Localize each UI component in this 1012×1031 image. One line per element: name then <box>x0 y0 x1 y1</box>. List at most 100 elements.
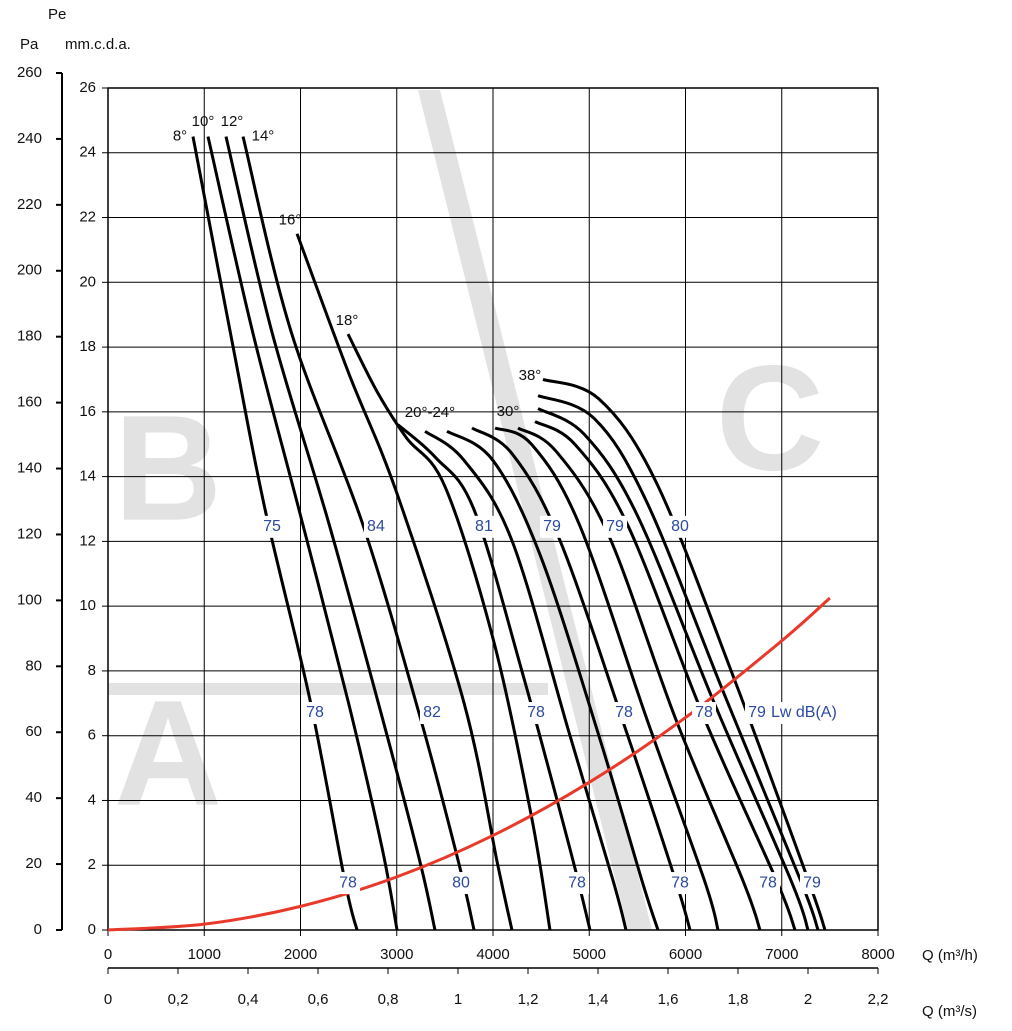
y-label: mm.c.d.a. <box>65 36 131 53</box>
angle-label: 12° <box>221 113 244 130</box>
sound-label: 75 <box>263 518 281 535</box>
x2-tick-label: 1,8 <box>728 991 749 1008</box>
y-title: Pe <box>48 6 66 23</box>
label-bg <box>755 872 780 895</box>
y2-tick-label: 200 <box>17 262 42 279</box>
curve <box>494 426 720 931</box>
sound-label: 78 <box>527 704 545 721</box>
x-label: Q (m³/h) <box>922 947 978 964</box>
label-bg <box>767 702 848 725</box>
curve <box>397 423 592 931</box>
x-tick-label: 3000 <box>380 946 413 963</box>
angle-label: 16° <box>279 212 302 229</box>
sound-label: 79 <box>748 704 766 721</box>
x2-tick-label: 0 <box>104 991 112 1008</box>
y-tick-label: 10 <box>79 597 96 614</box>
y-tick-label: 4 <box>88 791 96 808</box>
label-bg <box>524 702 549 725</box>
angle-label: 30° <box>497 403 520 420</box>
sound-label: 78 <box>759 874 777 891</box>
curve <box>107 596 831 932</box>
y-tick-label: 24 <box>79 144 96 161</box>
sound-label: 80 <box>452 874 470 891</box>
y-tick-label: 2 <box>88 856 96 873</box>
sound-label: 80 <box>671 518 689 535</box>
label-bg <box>260 515 285 538</box>
angle-label: 10° <box>192 113 215 130</box>
label-bg <box>419 702 444 725</box>
label-bg <box>668 515 693 538</box>
label-bg <box>611 702 636 725</box>
y-tick-label: 14 <box>79 468 96 485</box>
y2-tick-label: 100 <box>17 591 42 608</box>
sound-label: 78 <box>671 874 689 891</box>
y2-tick-label: 80 <box>25 657 42 674</box>
x2-tick-label: 1,6 <box>658 991 679 1008</box>
x-tick-label: 4000 <box>476 946 509 963</box>
x-tick-label: 8000 <box>861 946 894 963</box>
x2-tick-label: 0,4 <box>238 991 259 1008</box>
x-tick-label: 7000 <box>765 946 798 963</box>
curve <box>424 430 628 931</box>
y-tick-label: 12 <box>79 532 96 549</box>
x-tick-label: 2000 <box>284 946 317 963</box>
curve <box>517 426 762 931</box>
x2-tick-label: 0,6 <box>308 991 329 1008</box>
label-bg <box>668 872 693 895</box>
y-tick-label: 20 <box>79 273 96 290</box>
y-tick-label: 26 <box>79 79 96 96</box>
angle-label: 20°-24° <box>405 404 455 421</box>
x2-tick-label: 2 <box>804 991 812 1008</box>
sound-label: 84 <box>367 518 385 535</box>
y2-tick-label: 60 <box>25 723 42 740</box>
background-zones: B A C <box>108 90 824 930</box>
x2-tick-label: 1,4 <box>588 991 609 1008</box>
x2-tick-label: 1,2 <box>518 991 539 1008</box>
label-bg <box>449 872 474 895</box>
x2-tick-label: 0,8 <box>378 991 399 1008</box>
zone-letter: C <box>716 334 824 502</box>
curve <box>224 136 437 931</box>
label-bg <box>540 515 565 538</box>
label-bg <box>565 872 590 895</box>
sound-label: 78 <box>568 874 586 891</box>
y2-tick-label: 240 <box>17 130 42 147</box>
x2-tick-label: 0,2 <box>168 991 189 1008</box>
label-bg <box>691 702 716 725</box>
plot-frame <box>107 87 879 931</box>
label-bg <box>603 515 628 538</box>
sound-label: 81 <box>475 518 493 535</box>
sound-label: 78 <box>339 874 357 891</box>
sound-label: 78 <box>695 704 713 721</box>
x2-tick-label: 2,2 <box>868 991 889 1008</box>
y-tick-label: 0 <box>88 921 96 938</box>
curve <box>537 407 810 931</box>
label-bg <box>799 872 824 895</box>
label-bg <box>336 872 361 895</box>
y2-tick-label: 260 <box>17 64 42 81</box>
curve <box>537 394 820 931</box>
zone-band <box>108 683 548 695</box>
y-tick-label: 6 <box>88 727 96 744</box>
curve <box>446 429 660 931</box>
angle-label: 8° <box>173 128 187 145</box>
x-tick-label: 0 <box>104 946 112 963</box>
angle-label: 38° <box>519 367 542 384</box>
curve <box>295 233 514 931</box>
label-bg <box>363 515 388 538</box>
x2-tick-label: 1 <box>454 991 462 1008</box>
y2-tick-label: 40 <box>25 789 42 806</box>
zone-letter: B <box>114 384 222 552</box>
sound-label: 78 <box>306 704 324 721</box>
y2-tick-label: 180 <box>17 328 42 345</box>
angle-label: 18° <box>336 312 359 329</box>
curve <box>206 136 399 931</box>
curve <box>241 136 476 931</box>
x-tick-label: 6000 <box>669 946 702 963</box>
y-tick-label: 8 <box>88 662 96 679</box>
sound-label: 79 <box>803 874 821 891</box>
label-bg <box>745 702 770 725</box>
y-tick-label: 18 <box>79 338 96 355</box>
y2-tick-label: 140 <box>17 460 42 477</box>
